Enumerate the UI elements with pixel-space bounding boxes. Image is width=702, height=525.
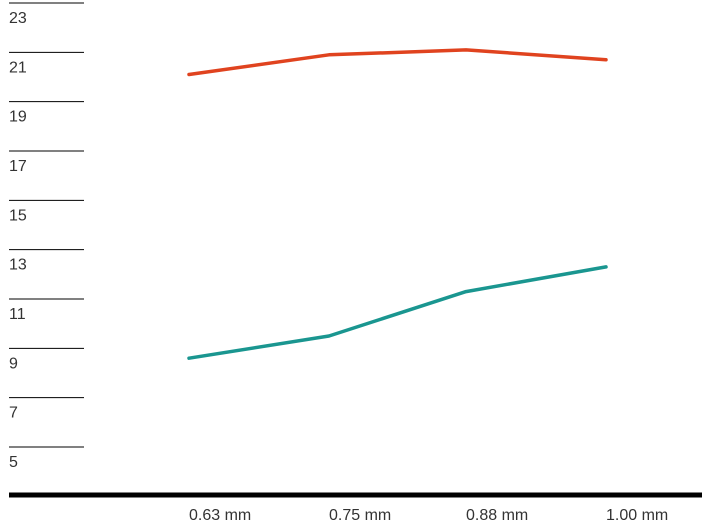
y-tick-label: 15 [9,207,27,224]
series-line-2 [187,265,608,360]
x-tick-label: 0.63 mm [189,507,251,524]
x-tick-label: 0.75 mm [329,507,391,524]
y-axis-ticks: 23 21 19 17 15 13 11 9 7 5 [9,2,84,471]
y-tick-label: 23 [9,10,27,27]
y-tick-label: 7 [9,405,18,422]
y-tick-label: 5 [9,454,18,471]
x-axis-labels: 0.63 mm 0.75 mm 0.88 mm 1.00 mm [189,507,668,524]
x-tick-label: 1.00 mm [606,507,668,524]
y-tick-label: 19 [9,109,27,126]
y-tick-label: 9 [9,355,18,372]
x-tick-label: 0.88 mm [466,507,528,524]
series-layer [187,48,608,360]
y-tick-label: 17 [9,158,27,175]
y-tick-label: 21 [9,59,27,76]
y-tick-label: 13 [9,257,27,274]
series-line-1 [187,48,608,77]
y-tick-label: 11 [9,306,26,323]
